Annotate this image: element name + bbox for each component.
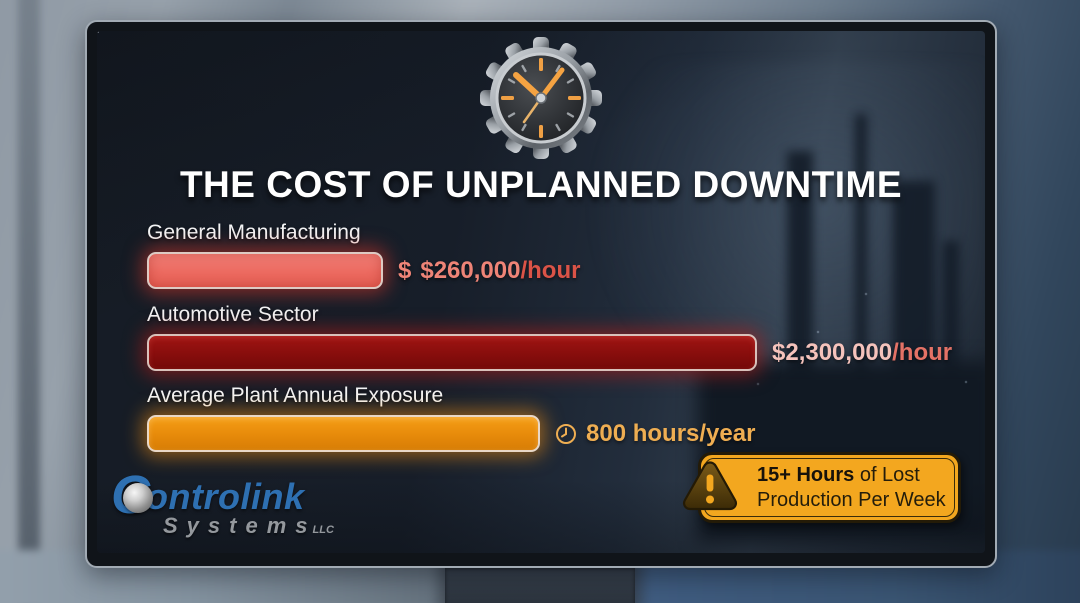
clock-icon: [555, 423, 577, 445]
value-unit: /year: [699, 419, 756, 447]
badge-inner-outline: 15+ Hours of Lost Production Per Week: [704, 458, 955, 517]
bar-row-automotive-sector: Automotive Sector $2,300,000/hour: [147, 303, 952, 371]
value-amount: 800 hours: [586, 419, 700, 447]
logo-systems: Systems: [163, 513, 317, 538]
logo-wordmark: ontrolink: [146, 476, 305, 517]
plant-lights: [97, 31, 99, 33]
bar-label: Automotive Sector: [147, 303, 319, 326]
bar-automotive-sector: [147, 334, 757, 371]
dollar-prefix: $: [398, 256, 412, 284]
bar-label: General Manufacturing: [147, 221, 361, 244]
logo-sphere-icon: [123, 483, 153, 513]
value-unit: /hour: [520, 256, 581, 284]
bar-general-manufacturing: [147, 252, 383, 289]
background-shadow-streak: [18, 0, 40, 603]
monitor: THE COST OF UNPLANNED DOWNTIME General M…: [85, 20, 997, 568]
logo-initial: C: [111, 468, 153, 522]
value-amount: $260,000: [420, 256, 521, 284]
bar-label: Average Plant Annual Exposure: [147, 384, 444, 407]
bar-row-annual-exposure: Average Plant Annual Exposure 800 hours/…: [147, 384, 755, 452]
controlink-logo: C ontrolink Systems LLC: [111, 468, 334, 539]
value-amount: $2,300,000: [772, 338, 893, 366]
gear-clock-icon: [480, 37, 602, 164]
bar-row-general-manufacturing: General Manufacturing $ $260,000/hour: [147, 221, 580, 289]
lost-production-badge: 15+ Hours of Lost Production Per Week: [682, 452, 961, 523]
bar-annual-exposure: [147, 415, 540, 452]
refinery-silhouette: [855, 113, 867, 433]
monitor-stand: [445, 566, 635, 603]
warning-triangle-icon: [681, 458, 739, 517]
bar-value: $2,300,000/hour: [772, 339, 952, 367]
page-title: THE COST OF UNPLANNED DOWNTIME: [179, 164, 903, 205]
bar-value: $ $260,000/hour: [398, 257, 580, 285]
badge-text: 15+ Hours of Lost Production Per Week: [757, 463, 946, 511]
logo-llc: LLC: [312, 524, 334, 536]
bar-value: 800 hours/year: [555, 420, 755, 448]
screen: THE COST OF UNPLANNED DOWNTIME General M…: [97, 31, 985, 553]
value-unit: /hour: [892, 338, 953, 366]
